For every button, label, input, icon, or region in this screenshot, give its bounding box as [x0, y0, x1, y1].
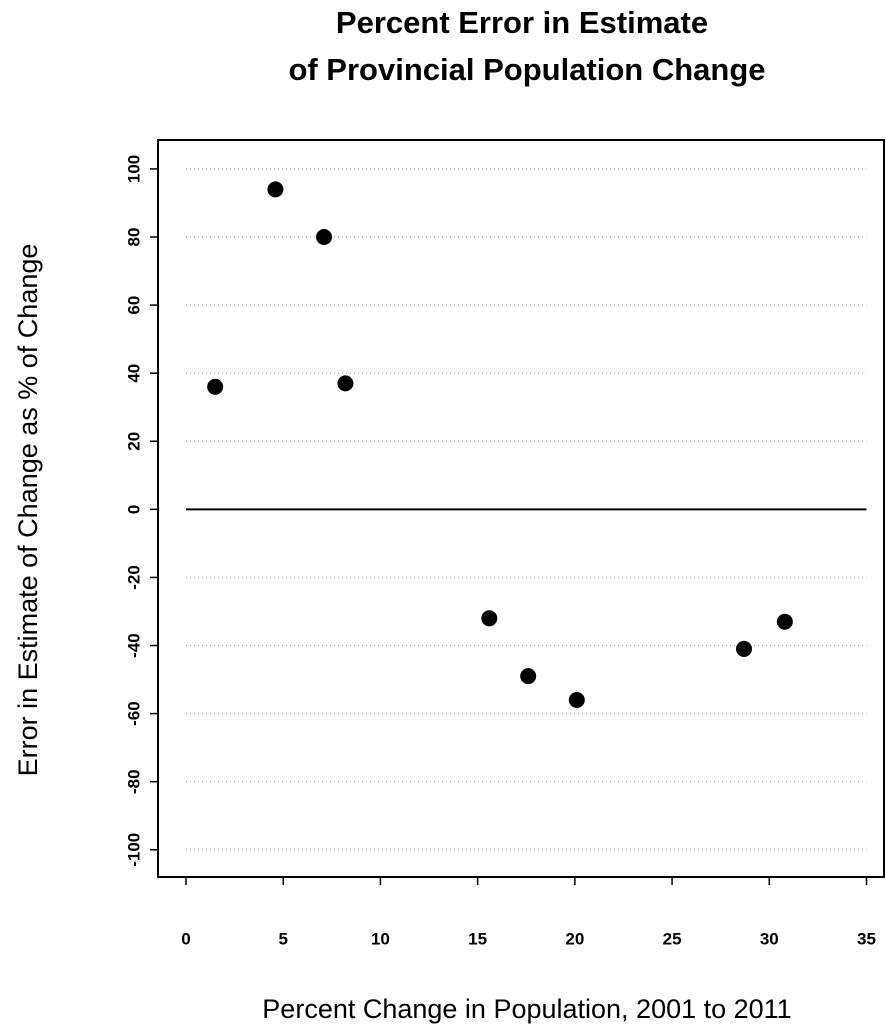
point: [520, 668, 537, 685]
chart-title: Percent Error in Estimate: [336, 5, 708, 40]
x-axis-label: Percent Change in Population, 2001 to 20…: [262, 994, 791, 1024]
y-tick-label: -100: [124, 833, 143, 867]
y-tick-label: 60: [124, 296, 143, 315]
y-tick-label: -20: [124, 565, 143, 590]
y-tick-label: 20: [124, 432, 143, 451]
y-tick-label: 0: [124, 505, 143, 514]
point: [337, 375, 354, 392]
point: [568, 691, 585, 708]
x-tick-label: 5: [278, 929, 287, 948]
plot-frame: [157, 139, 885, 878]
y-tick-label: 40: [124, 364, 143, 383]
x-tick-label: 30: [760, 929, 779, 948]
x-tick-label: 20: [565, 929, 584, 948]
y-tick-label: -80: [124, 769, 143, 794]
point: [207, 378, 224, 395]
y-tick-label: -60: [124, 701, 143, 726]
point: [776, 613, 793, 630]
x-tick-label: 25: [663, 929, 682, 948]
y-axis-label: Error in Estimate of Change as % of Chan…: [13, 244, 43, 777]
point: [267, 181, 284, 198]
point: [316, 229, 333, 246]
chart-title: of Provincial Population Change: [288, 52, 765, 87]
x-tick-label: 0: [181, 929, 190, 948]
x-tick-label: 35: [857, 929, 876, 948]
point: [481, 610, 498, 627]
point: [736, 640, 753, 657]
y-tick-label: 80: [124, 228, 143, 247]
y-tick-label: 100: [124, 155, 143, 183]
y-tick-label: -40: [124, 633, 143, 658]
x-tick-label: 10: [371, 929, 390, 948]
x-tick-label: 15: [468, 929, 487, 948]
